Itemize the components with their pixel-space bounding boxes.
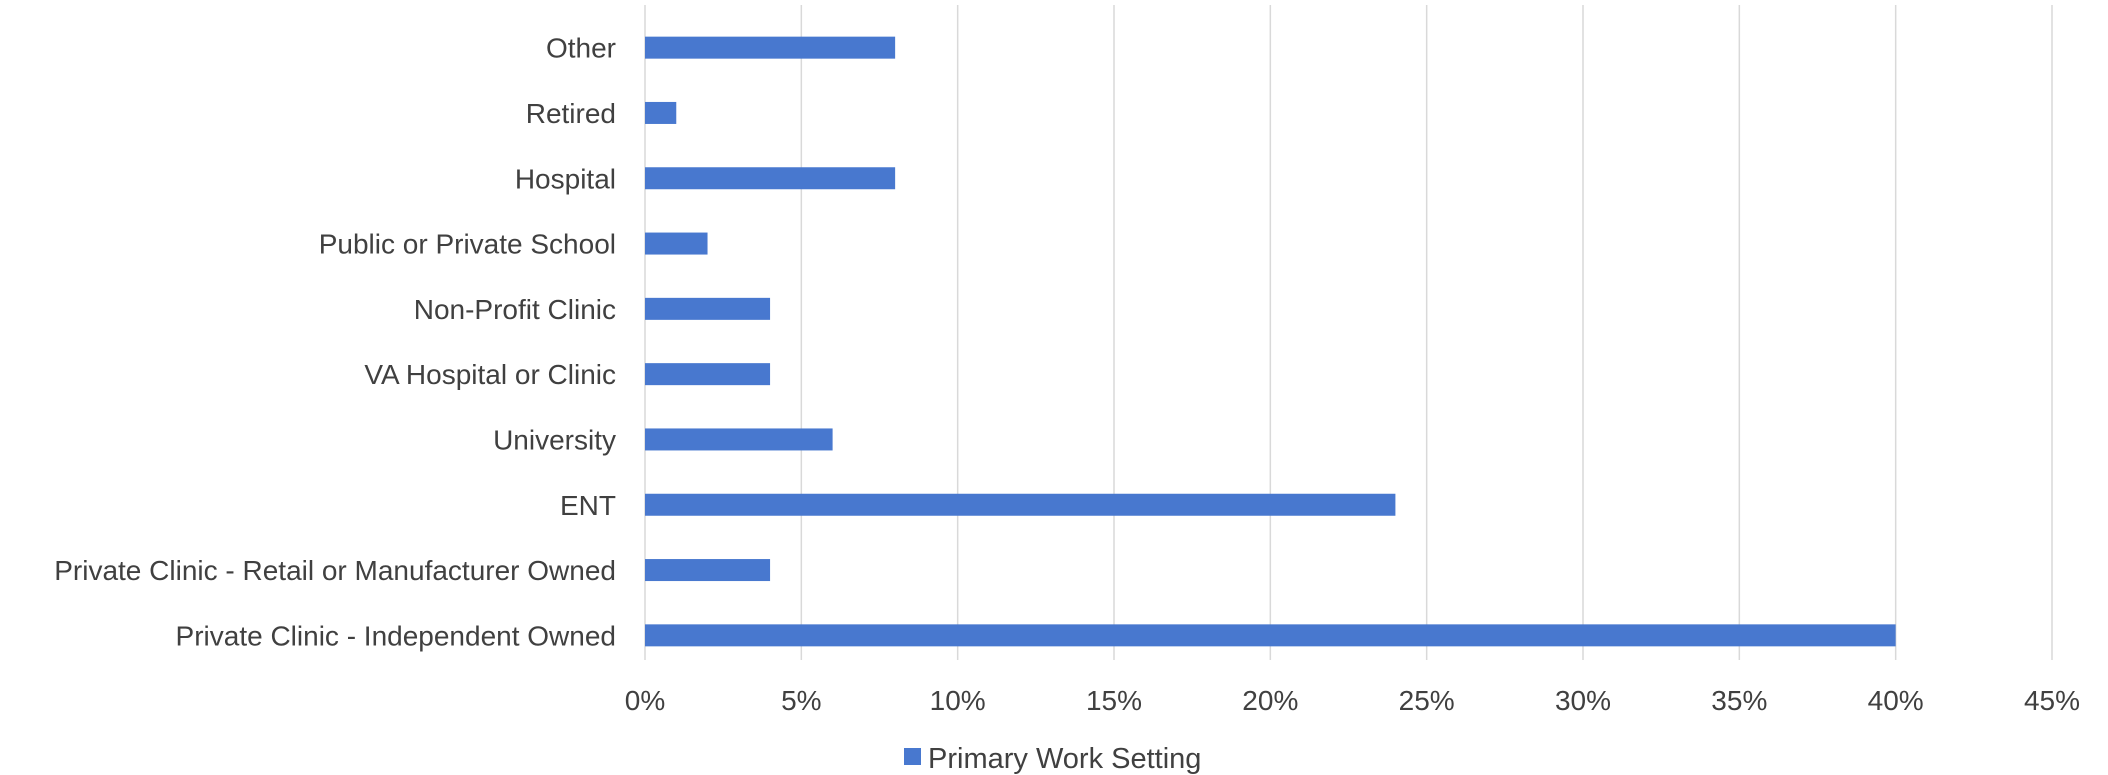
category-labels: Other Retired Hospital Public or Private Sc… bbox=[54, 33, 616, 652]
bar bbox=[645, 167, 896, 190]
category-label: University bbox=[493, 424, 616, 455]
bar bbox=[645, 297, 771, 320]
x-tick-label: 0% bbox=[625, 685, 665, 716]
legend: Primary Work Setting bbox=[904, 743, 1201, 775]
bar bbox=[645, 232, 708, 255]
gridlines bbox=[644, 5, 2053, 660]
bar bbox=[645, 363, 771, 386]
x-tick-label: 25% bbox=[1399, 685, 1455, 716]
bar bbox=[645, 624, 1896, 647]
x-tick-label: 10% bbox=[930, 685, 986, 716]
category-label: VA Hospital or Clinic bbox=[364, 359, 616, 390]
legend-label: Primary Work Setting bbox=[928, 743, 1201, 775]
x-tick-label: 15% bbox=[1086, 685, 1142, 716]
legend-swatch bbox=[904, 748, 921, 765]
bar bbox=[645, 36, 896, 59]
x-tick-label: 20% bbox=[1242, 685, 1298, 716]
bar bbox=[645, 493, 1396, 516]
category-label: Hospital bbox=[515, 163, 616, 194]
x-tick-label: 30% bbox=[1555, 685, 1611, 716]
category-label: Non-Profit Clinic bbox=[414, 294, 616, 325]
bars bbox=[645, 36, 1896, 647]
category-label: Public or Private School bbox=[319, 229, 616, 260]
x-tick-label: 5% bbox=[781, 685, 821, 716]
x-tick-label: 45% bbox=[2024, 685, 2080, 716]
category-label: ENT bbox=[560, 490, 616, 521]
x-tick-label: 40% bbox=[1868, 685, 1924, 716]
category-label: Other bbox=[546, 33, 616, 64]
bar bbox=[645, 101, 677, 124]
bar bbox=[645, 559, 771, 582]
category-label: Private Clinic - Retail or Manufacturer … bbox=[54, 555, 616, 586]
x-tick-labels: 0% 5% 10% 15% 20% 25% 30% 35% 40% 45% bbox=[625, 685, 2080, 716]
category-label: Retired bbox=[526, 98, 616, 129]
bar bbox=[645, 428, 833, 451]
category-label: Private Clinic - Independent Owned bbox=[176, 620, 616, 651]
x-tick-label: 35% bbox=[1711, 685, 1767, 716]
